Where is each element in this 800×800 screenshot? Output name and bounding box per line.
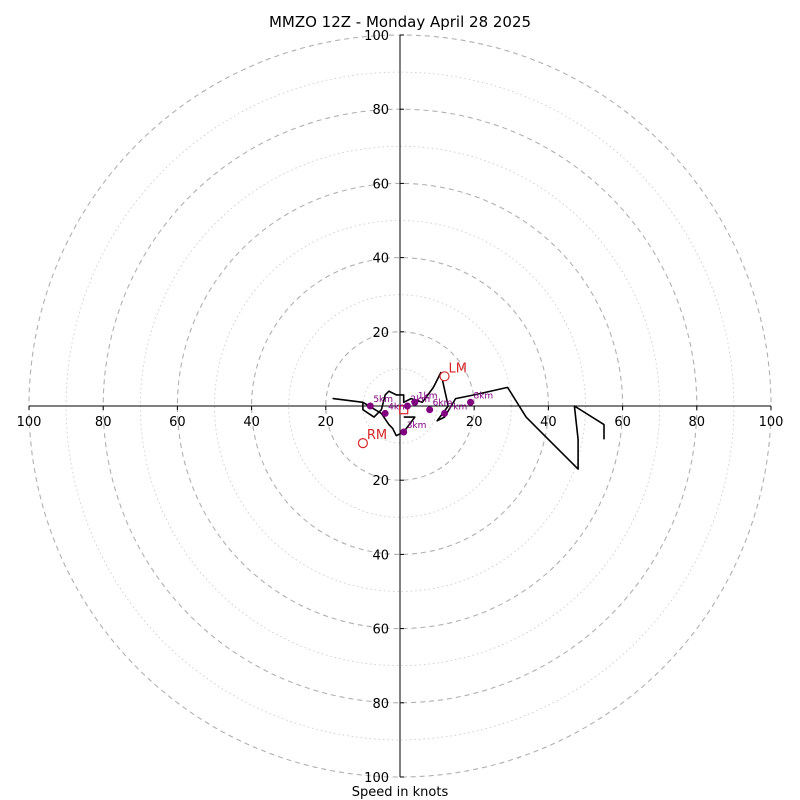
height-label-8km: 8km xyxy=(473,391,493,401)
height-marker-3km xyxy=(400,428,408,436)
height-label-4km: 4km xyxy=(388,402,408,412)
hodograph-trace xyxy=(332,371,605,470)
height-label-3km: 3km xyxy=(407,421,427,431)
y-tick-label: 60 xyxy=(372,177,389,192)
height-marker-1km xyxy=(411,398,419,406)
x-tick-label: 80 xyxy=(689,415,706,430)
storm-motion-label-lm: LM xyxy=(449,361,467,376)
y-tick-label: 60 xyxy=(372,623,389,638)
height-label-1km: 1km xyxy=(418,391,438,401)
x-tick-label: 100 xyxy=(759,415,784,430)
hodograph-line xyxy=(332,371,605,470)
height-marker-7km xyxy=(441,409,449,417)
storm-motion-label-rm: RM xyxy=(367,428,387,443)
x-axis-label: Speed in knots xyxy=(352,785,449,800)
x-tick-label: 60 xyxy=(169,415,186,430)
storm-motion-lm xyxy=(439,371,450,382)
y-tick-label: 80 xyxy=(372,697,389,712)
chart-title: MMZO 12Z - Monday April 28 2025 xyxy=(269,13,531,31)
tick-labels: 100 80 60 40 20 20 40 60 80 100 100 80 60 40 20 20 40 60 8… xyxy=(17,29,784,786)
y-tick-label: 80 xyxy=(372,103,389,118)
height-label-7km: 7km xyxy=(448,402,468,412)
height-marker-5km xyxy=(366,402,374,410)
height-label-6km: 6km xyxy=(433,399,453,409)
x-tick-label: 20 xyxy=(466,415,483,430)
y-tick-label: 100 xyxy=(364,771,389,786)
mean-wind-marker xyxy=(399,405,409,415)
x-tick-label: 40 xyxy=(243,415,260,430)
y-tick-label: 20 xyxy=(372,474,389,489)
x-tick-label: 80 xyxy=(95,415,112,430)
x-tick-label: 20 xyxy=(318,415,335,430)
x-tick-label: 40 xyxy=(540,415,557,430)
x-tick-label: 100 xyxy=(17,415,42,430)
height-label-2km: 2km xyxy=(410,395,430,405)
storm-motion-markers: LM RM xyxy=(357,361,467,449)
height-marker-8km xyxy=(466,398,474,406)
x-tick-label: 60 xyxy=(614,415,631,430)
y-tick-label: 20 xyxy=(372,326,389,341)
height-marker-2km xyxy=(403,402,411,410)
height-marker-4km xyxy=(381,409,389,417)
height-marker-6km xyxy=(426,406,434,414)
storm-motion-rm xyxy=(357,438,368,449)
y-tick-label: 40 xyxy=(372,252,389,267)
y-tick-label: 100 xyxy=(364,29,389,44)
height-label-5km: 5km xyxy=(373,395,393,405)
y-tick-label: 40 xyxy=(372,548,389,563)
